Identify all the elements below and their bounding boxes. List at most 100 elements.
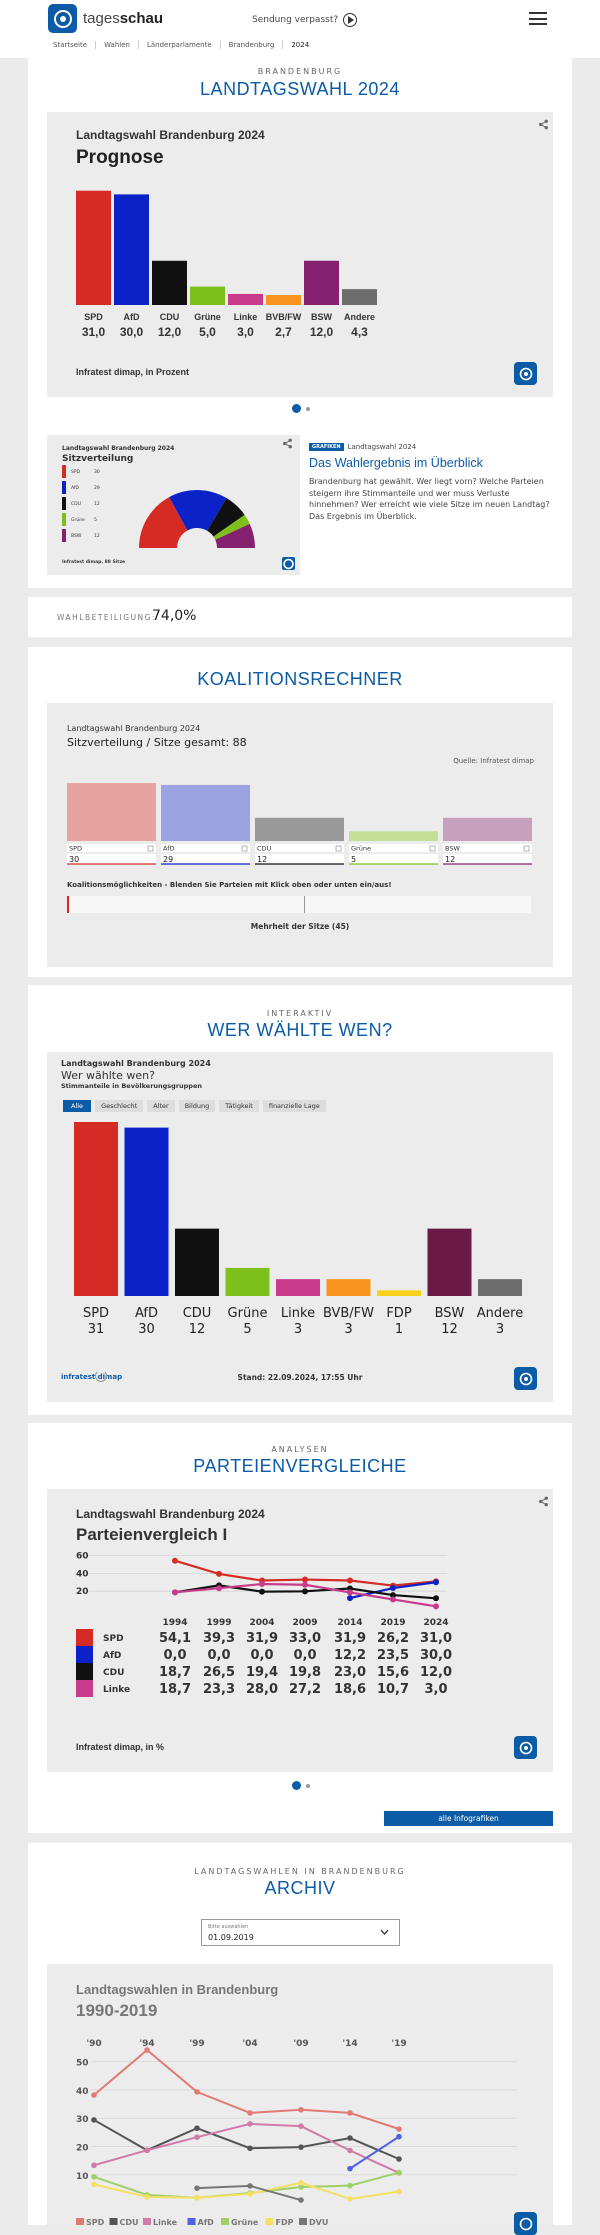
data-point [347,2196,353,2202]
ww-subtitle: Wer wählte wen? [61,1069,155,1082]
tab-bildung[interactable]: Bildung [178,1100,216,1112]
row-value: 3,0 [424,1682,447,1697]
teaser-title-link[interactable]: Das Wahlergebnis im Überblick [309,456,483,470]
share-icon[interactable] [538,1496,549,1507]
legend-label: AfD [198,2218,215,2225]
bar-bsw [427,1228,472,1296]
prognose-bars: SPD 31,0 AfD 30,0 CDU 12,0 Grüne 5,0 Linke 3,0 BVB… [76,190,377,339]
legend-seats: 30 [94,469,100,475]
menu-icon[interactable] [529,12,547,25]
y-tick: 10 [76,2172,89,2182]
tagesschau-badge-icon [514,362,537,385]
carousel-dots[interactable] [292,1781,310,1790]
seat-label-box [161,844,250,852]
archiv-date-select[interactable]: Bitte auswählen 01.09.2019 [201,1919,400,1946]
tab-geschlecht[interactable]: Geschlecht [95,1100,144,1112]
row-value: 0,0 [250,1648,273,1663]
tab-taetigkeit[interactable]: Tätigkeit [219,1100,259,1112]
bar-label: BSW [435,1306,465,1321]
data-point [347,2147,353,2154]
seat-bar [255,817,344,841]
prognose-chart: Landtagswahl Brandenburg 2024 Prognose S… [47,112,553,397]
row-value: 39,3 [203,1631,235,1646]
bar-fdp [377,1290,421,1296]
x-tick: 2009 [292,1618,317,1628]
refresh-icon[interactable] [95,1370,107,1382]
legend-seats: 29 [94,485,100,491]
seat-count: 12 [257,855,267,864]
legend-swatch [109,2218,118,2225]
data-point [396,2169,402,2176]
koalitionsrechner: Landtagswahl Brandenburg 2024 Sitzvertei… [47,703,553,967]
seat-count-box [443,854,532,864]
x-tick: '14 [342,2039,357,2049]
bar-andere [478,1279,522,1296]
tagesschau-badge-icon [514,1367,537,1390]
data-point [347,1595,353,1602]
legend-seats: 12 [94,501,100,507]
breadcrumb-item[interactable]: Wahlen [95,41,138,49]
seat-segment [139,497,188,548]
tab-finanzielle-lage[interactable]: finanzielle Lage [262,1100,326,1112]
row-value: 23,5 [377,1648,409,1663]
seat-bar [349,831,438,841]
data-point [247,2183,253,2189]
seat-count: 5 [351,855,356,864]
seat-count-box [67,854,156,864]
seat-count: 29 [163,855,173,864]
data-point [194,2194,200,2201]
pv-supertitle: Landtagswahl Brandenburg 2024 [76,1507,265,1521]
data-point [298,2197,304,2203]
data-point [347,1589,353,1596]
page-title: LANDTAGSWAHL 2024 [200,79,400,99]
coalition-bar[interactable] [67,896,531,913]
ww-filter-tabs: Alle Geschlecht Alter Bildung Tätigkeit … [63,1100,326,1112]
legend-swatch [62,497,66,510]
brand-name[interactable]: tagesschau [83,10,164,27]
archiv-line-chart: 10 20 30 40 50 '90 '94 '99 '04 '09 '14 '19 SPD CDU Lin… [76,2039,517,2225]
party-checkbox [429,845,436,852]
bar-value: 30,0 [120,325,144,339]
row-party: CDU [103,1668,124,1678]
tab-alle[interactable]: Alle [63,1100,92,1112]
grafiken-badge: GRAFIKEN [309,443,344,451]
sendung-verpasst-link[interactable]: Sendung verpasst? [252,13,358,27]
tagesschau-logo[interactable] [48,4,77,33]
bar-label: SPD [83,1306,109,1321]
carousel-dots[interactable] [292,404,310,413]
share-icon[interactable] [282,438,293,449]
data-point [390,1585,396,1592]
data-point [194,2125,200,2131]
share-icon[interactable] [538,119,549,130]
y-tick: 60 [76,1551,89,1561]
x-tick: 1999 [206,1618,231,1628]
chart-source: Infratest dimap, in Prozent [76,367,190,377]
seat-segment [207,498,245,537]
seat-segment [215,523,255,548]
data-point [91,2092,97,2098]
legend-party: SPD [71,469,81,475]
breadcrumb-item[interactable]: Startseite [53,41,88,49]
vergleich-title: PARTEIENVERGLEICHE [193,1456,407,1476]
tab-alter[interactable]: Alter [147,1100,175,1112]
bar-value: 3 [294,1322,302,1337]
bar-label: Andere [477,1306,523,1321]
data-point [247,2191,253,2197]
bar-value: 1 [395,1322,403,1337]
alle-infografiken-button[interactable]: alle Infografiken [384,1811,553,1826]
legend-party: AfD [71,485,80,491]
seat-count: 12 [445,855,455,864]
row-value: 30,0 [420,1648,452,1663]
seat-bar [161,784,250,841]
data-point [433,1595,439,1602]
data-point [216,1570,222,1577]
y-tick: 30 [76,2115,89,2125]
breadcrumb-item[interactable]: Länderparlamente [137,41,220,49]
bar-bsw [304,260,339,305]
breadcrumb-item[interactable]: Brandenburg [219,41,283,49]
data-point [194,2089,200,2095]
row-value: 23,3 [203,1682,235,1697]
data-point [302,1576,308,1583]
sitzverteilung-thumbnail[interactable]: Landtagswahl Brandenburg 2024 Sitzvertei… [47,435,300,575]
seat-segment [213,514,250,540]
